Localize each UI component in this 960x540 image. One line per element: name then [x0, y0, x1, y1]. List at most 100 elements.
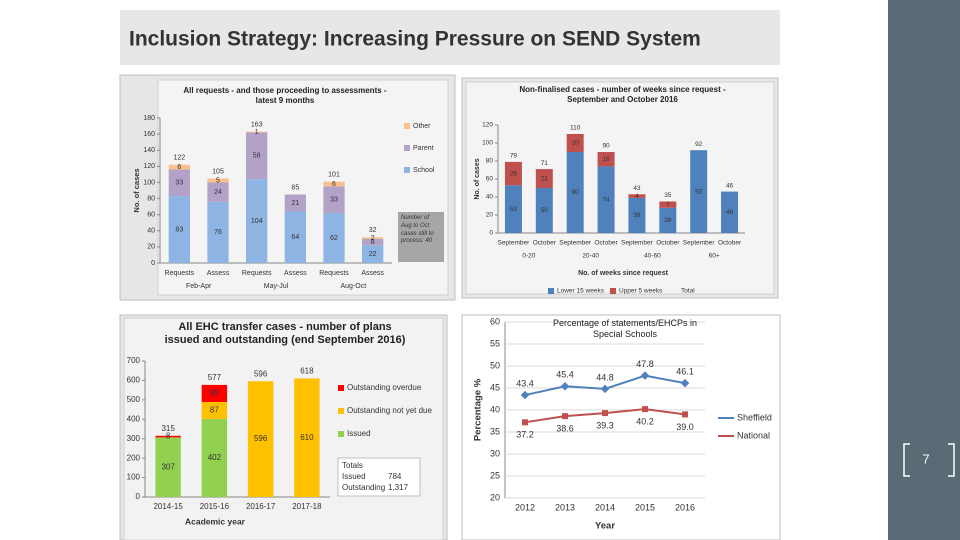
x-axis-title: Year	[595, 521, 615, 532]
y-axis-title: No. of cases	[474, 158, 481, 199]
legend-swatch	[338, 431, 344, 437]
value-label: 104	[251, 218, 263, 225]
value-label: 402	[208, 453, 222, 462]
bar-segment	[294, 378, 320, 497]
bar-segment	[362, 237, 384, 239]
x-tick-label: 2016-17	[246, 502, 276, 511]
x-tick-label: October	[718, 240, 742, 247]
x-tick-label: Requests	[319, 270, 349, 277]
value-label: 24	[214, 189, 222, 196]
value-label: 43.4	[516, 378, 534, 388]
value-label: 39.0	[676, 422, 694, 432]
bar-segment	[628, 194, 646, 198]
y-tick-label: 55	[490, 338, 500, 348]
group-label: Aug-Oct	[340, 283, 366, 290]
bar-segment	[628, 197, 646, 233]
value-label: 307	[161, 462, 175, 471]
totals-cell: Outstanding	[342, 483, 385, 492]
marker	[602, 410, 608, 417]
value-label: 87	[210, 406, 219, 415]
value-label: 83	[175, 226, 183, 233]
note-box	[398, 212, 444, 262]
y-tick-label: 500	[127, 395, 141, 404]
y-tick-label: 0	[151, 260, 155, 267]
total-label: 110	[570, 125, 581, 132]
value-label: 21	[541, 175, 549, 182]
value-label: 45.4	[556, 370, 574, 380]
value-label: 38.6	[556, 424, 574, 434]
value-label: 22	[369, 251, 377, 258]
bar-segment	[168, 169, 190, 197]
x-tick-label: 2016	[675, 502, 695, 512]
value-label: 610	[300, 433, 314, 442]
bar-segment	[284, 211, 306, 263]
bar-segment	[201, 418, 228, 497]
legend-swatch	[338, 385, 344, 391]
legend-label: Sheffield	[737, 412, 772, 422]
bar-segment	[597, 152, 615, 167]
value-label: 92	[695, 188, 703, 195]
group-label: May-Jul	[264, 283, 289, 290]
value-label: 88	[210, 389, 219, 398]
y-tick-label: 20	[147, 244, 155, 251]
total-label: 618	[300, 367, 314, 376]
bar-segment	[659, 201, 677, 208]
y-tick-label: 80	[147, 195, 155, 202]
y-tick-label: 100	[143, 179, 155, 186]
value-label: 7	[666, 201, 670, 208]
x-tick-label: September	[683, 240, 716, 247]
value-label: 64	[291, 234, 299, 241]
bar-segment	[535, 169, 553, 188]
x-tick-label: September	[559, 240, 592, 247]
x-axis-title: Academic year	[185, 516, 246, 526]
value-label: 44.8	[596, 372, 614, 382]
totals-cell: Issued	[342, 472, 366, 481]
y-tick-label: 50	[490, 360, 500, 370]
total-label: 105	[212, 168, 224, 175]
bar-segment	[168, 196, 190, 263]
value-label: 90	[572, 189, 580, 196]
y-tick-label: 600	[127, 376, 141, 385]
value-label: 76	[214, 229, 222, 236]
value-label: 20	[572, 140, 580, 147]
x-axis-title: No. of weeks since request	[578, 270, 669, 277]
bar-segment	[246, 131, 268, 133]
bar-segment	[155, 437, 181, 497]
x-tick-label: October	[533, 240, 557, 247]
chart-panel	[461, 314, 781, 540]
value-label: 53	[510, 206, 518, 213]
x-tick-label: Requests	[165, 270, 195, 277]
bar-segment	[207, 182, 229, 202]
y-tick-label: 80	[486, 158, 494, 165]
totals-cell: 1,317	[388, 483, 409, 492]
bar-segment	[566, 134, 584, 152]
y-tick-label: 100	[482, 140, 493, 147]
x-tick-label: Requests	[242, 270, 272, 277]
side-panel	[888, 0, 960, 540]
value-label: 6	[177, 164, 181, 171]
y-tick-label: 60	[490, 316, 500, 326]
y-tick-label: 400	[127, 414, 141, 423]
y-tick-label: 40	[486, 194, 494, 201]
bar-segment	[155, 435, 181, 438]
y-tick-label: 0	[489, 230, 493, 237]
y-tick-label: 120	[482, 122, 493, 129]
legend-swatch	[404, 145, 410, 151]
x-tick-label: October	[656, 240, 680, 247]
marker	[600, 384, 610, 394]
y-axis-title: Percentage %	[473, 378, 484, 441]
legend-label: Other	[413, 123, 431, 130]
bar-segment	[362, 238, 384, 246]
marker	[522, 419, 528, 426]
x-tick-label: 2012	[515, 502, 535, 512]
legend-swatch	[338, 408, 344, 414]
y-tick-label: 100	[127, 473, 141, 482]
bar-segment	[323, 181, 345, 187]
y-tick-label: 180	[143, 115, 155, 122]
value-label: 596	[254, 434, 268, 443]
totals-box	[337, 457, 421, 497]
y-tick-label: 30	[490, 448, 500, 458]
y-axis-title: No. of cases	[132, 168, 141, 212]
legend-label: National	[737, 430, 770, 440]
